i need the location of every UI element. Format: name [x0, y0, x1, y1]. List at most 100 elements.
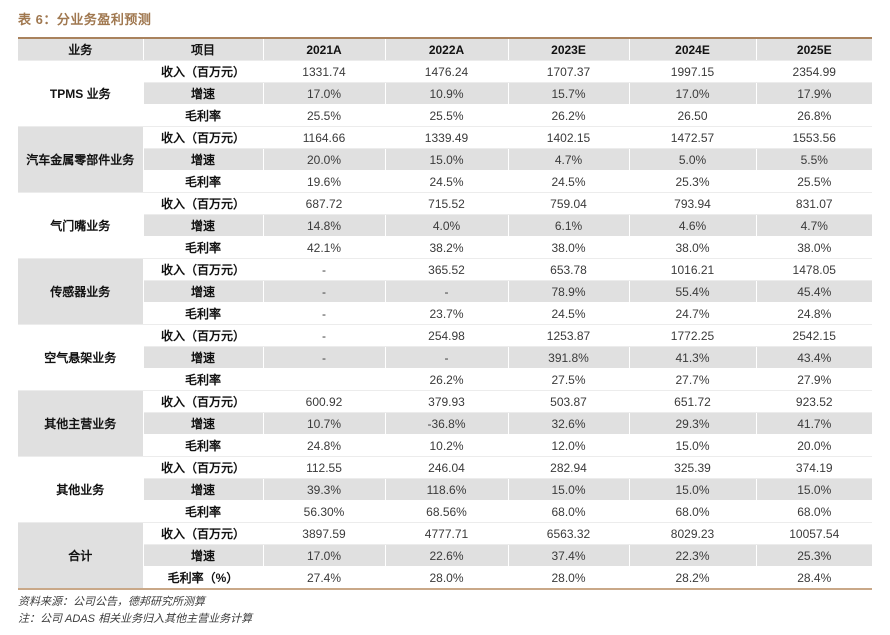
value-cell: 20.0% [263, 148, 386, 171]
value-cell: 1707.37 [508, 60, 630, 83]
value-cell: 1402.15 [508, 126, 630, 149]
value-cell: 26.50 [629, 104, 757, 127]
value-cell: 4.7% [756, 214, 872, 237]
item-cell: 收入（百万元） [143, 60, 264, 83]
value-cell: 3897.59 [263, 522, 386, 545]
value-cell: 687.72 [263, 192, 386, 215]
value-cell: - [263, 258, 386, 281]
value-cell: 37.4% [508, 544, 630, 567]
table-footer: 资料来源：公司公告，德邦研究所测算 注：公司 ADAS 相关业务归入其他主营业务… [18, 594, 872, 628]
value-cell: 1331.74 [263, 60, 386, 83]
value-cell: 759.04 [508, 192, 630, 215]
value-cell: 27.9% [756, 368, 872, 391]
header-cell: 2021A [263, 38, 386, 61]
calculation-note: 注：公司 ADAS 相关业务归入其他主营业务计算 [18, 613, 253, 626]
value-cell: 1016.21 [629, 258, 757, 281]
value-cell: 78.9% [508, 280, 630, 303]
value-cell: 26.2% [385, 368, 509, 391]
value-cell: 38.0% [756, 236, 872, 259]
table-row: 毛利率（%） 27.4% 28.0% 28.0% 28.2% 28.4% [18, 566, 872, 590]
value-cell: 24.8% [263, 434, 386, 457]
value-cell: 374.19 [756, 456, 872, 479]
value-cell: - [263, 346, 386, 369]
table-row: 增速 14.8% 4.0% 6.1% 4.6% 4.7% [18, 214, 872, 237]
value-cell: 68.0% [508, 500, 630, 523]
value-cell: 28.0% [385, 566, 509, 590]
value-cell: 29.3% [629, 412, 757, 435]
value-cell: 38.0% [508, 236, 630, 259]
value-cell: 10.7% [263, 412, 386, 435]
value-cell: 26.8% [756, 104, 872, 127]
table-title: 表 6：分业务盈利预测 [18, 12, 152, 27]
item-cell: 增速 [143, 412, 264, 435]
table-row: 汽车金属零部件业务 收入（百万元） 1164.66 1339.49 1402.15 147… [18, 126, 872, 193]
value-cell: 1772.25 [629, 324, 757, 347]
value-cell: 43.4% [756, 346, 872, 369]
value-cell: 28.4% [756, 566, 872, 590]
value-cell: 17.0% [629, 82, 757, 105]
value-cell: 68.0% [629, 500, 757, 523]
value-cell: 15.0% [508, 478, 630, 501]
value-cell: 1478.05 [756, 258, 872, 281]
table-row: 增速 20.0% 15.0% 4.7% 5.0% 5.5% [18, 148, 872, 171]
value-cell: 19.6% [263, 170, 386, 193]
value-cell: 325.39 [629, 456, 757, 479]
source-note: 资料来源：公司公告，德邦研究所测算 [18, 596, 205, 608]
value-cell: 26.2% [508, 104, 630, 127]
value-cell: 27.5% [508, 368, 630, 391]
value-cell: -36.8% [385, 412, 509, 435]
value-cell: 5.5% [756, 148, 872, 171]
value-cell: 15.7% [508, 82, 630, 105]
header-cell: 2023E [508, 38, 630, 61]
item-cell: 毛利率（%） [143, 566, 264, 590]
value-cell: 246.04 [385, 456, 509, 479]
value-cell: 39.3% [263, 478, 386, 501]
value-cell: 118.6% [385, 478, 509, 501]
value-cell: 1553.56 [756, 126, 872, 149]
business-cell: 其他业务 [18, 456, 144, 523]
value-cell: 25.3% [629, 170, 757, 193]
item-cell: 毛利率 [143, 434, 264, 457]
value-cell: 24.5% [508, 170, 630, 193]
value-cell: 831.07 [756, 192, 872, 215]
value-cell: 14.8% [263, 214, 386, 237]
value-cell: 27.4% [263, 566, 386, 590]
table-row: 毛利率 56.30% 68.56% 68.0% 68.0% 68.0% [18, 500, 872, 523]
value-cell: 17.0% [263, 544, 386, 567]
value-cell: 15.0% [385, 148, 509, 171]
value-cell: 4777.71 [385, 522, 509, 545]
value-cell: 4.6% [629, 214, 757, 237]
value-cell: 4.0% [385, 214, 509, 237]
table-row: 增速 10.7% -36.8% 32.6% 29.3% 41.7% [18, 412, 872, 435]
value-cell: 1339.49 [385, 126, 509, 149]
table-row: 增速 17.0% 22.6% 37.4% 22.3% 25.3% [18, 544, 872, 567]
business-cell: 其他主营业务 [18, 390, 144, 457]
table-row: 空气悬架业务 收入（百万元） -254.98 1253.87 1772.25 2542.1… [18, 324, 872, 391]
item-cell: 毛利率 [143, 236, 264, 259]
table-row: 增速 - -391.8% 41.3% 43.4% [18, 346, 872, 369]
value-cell: 282.94 [508, 456, 630, 479]
business-cell: 汽车金属零部件业务 [18, 126, 144, 193]
value-cell: 651.72 [629, 390, 757, 413]
value-cell: 793.94 [629, 192, 757, 215]
value-cell: 12.0% [508, 434, 630, 457]
header-cell: 2025E [756, 38, 872, 61]
business-cell: 合计 [18, 522, 144, 590]
table-row: 毛利率 -23.7% 24.5% 24.7% 24.8% [18, 302, 872, 325]
value-cell: 41.3% [629, 346, 757, 369]
value-cell: 254.98 [385, 324, 509, 347]
item-cell: 增速 [143, 478, 264, 501]
value-cell: 25.3% [756, 544, 872, 567]
value-cell: 38.2% [385, 236, 509, 259]
item-cell: 增速 [143, 214, 264, 237]
item-cell: 增速 [143, 346, 264, 369]
value-cell: 42.1% [263, 236, 386, 259]
value-cell: 24.7% [629, 302, 757, 325]
value-cell: - [385, 280, 509, 303]
value-cell: - [385, 346, 509, 369]
value-cell: 20.0% [756, 434, 872, 457]
table-row: 毛利率 25.5% 25.5% 26.2% 26.50 26.8% [18, 104, 872, 127]
value-cell: 5.0% [629, 148, 757, 171]
table-row: 增速 17.0% 10.9% 15.7% 17.0% 17.9% [18, 82, 872, 105]
value-cell: 27.7% [629, 368, 757, 391]
